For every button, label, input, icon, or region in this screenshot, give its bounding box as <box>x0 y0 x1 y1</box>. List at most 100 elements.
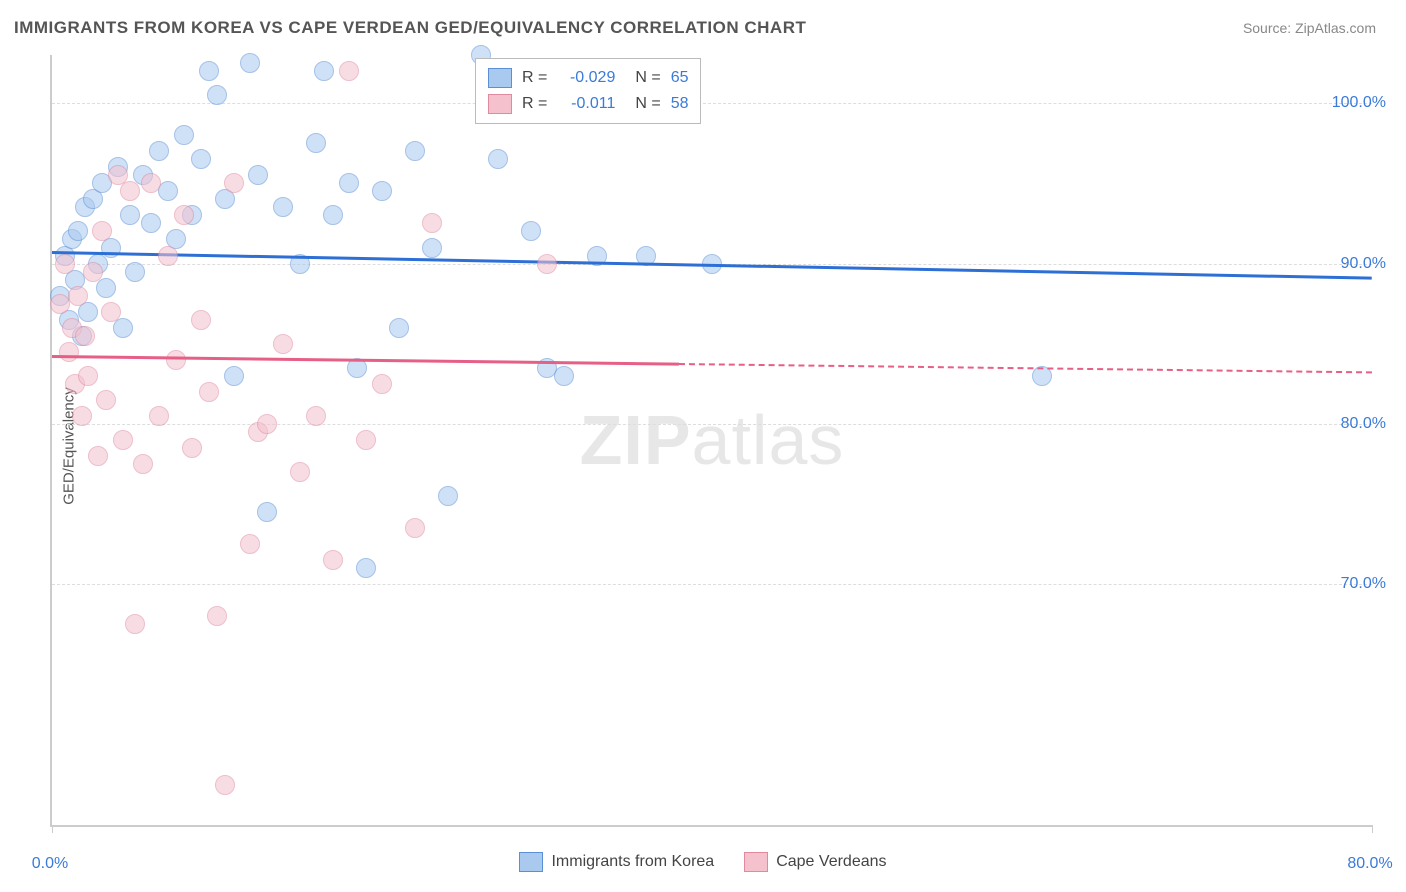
data-point <box>141 213 161 233</box>
data-point <box>96 390 116 410</box>
data-point <box>120 181 140 201</box>
legend-stats: R = -0.029 N = 65 R = -0.011 N = 58 <box>475 58 701 124</box>
legend-series-label: Cape Verdeans <box>776 853 886 871</box>
legend-r-value: -0.011 <box>557 95 615 113</box>
data-point <box>59 342 79 362</box>
legend-swatch <box>744 852 768 872</box>
data-point <box>113 430 133 450</box>
watermark: ZIPatlas <box>580 400 845 480</box>
legend-swatch <box>488 94 512 114</box>
data-point <box>215 775 235 795</box>
legend-swatch <box>488 68 512 88</box>
data-point <box>149 141 169 161</box>
data-point <box>339 173 359 193</box>
data-point <box>78 366 98 386</box>
data-point <box>199 61 219 81</box>
data-point <box>240 53 260 73</box>
y-tick-label: 70.0% <box>1341 575 1386 593</box>
data-point <box>554 366 574 386</box>
data-point <box>113 318 133 338</box>
legend-swatch <box>519 852 543 872</box>
data-point <box>405 518 425 538</box>
data-point <box>83 262 103 282</box>
data-point <box>207 85 227 105</box>
data-point <box>166 350 186 370</box>
gridline <box>52 103 1372 104</box>
data-point <box>314 61 334 81</box>
data-point <box>191 149 211 169</box>
data-point <box>207 606 227 626</box>
data-point <box>125 262 145 282</box>
x-tick-label: 0.0% <box>32 855 68 873</box>
legend-n-label: N = <box>635 95 660 113</box>
chart-title: IMMIGRANTS FROM KOREA VS CAPE VERDEAN GE… <box>14 18 806 38</box>
data-point <box>372 374 392 394</box>
data-point <box>488 149 508 169</box>
data-point <box>55 254 75 274</box>
x-tick-mark <box>52 825 53 833</box>
legend-series-item: Immigrants from Korea <box>519 852 714 872</box>
watermark-bold: ZIP <box>580 401 692 479</box>
data-point <box>75 326 95 346</box>
y-tick-label: 100.0% <box>1332 94 1386 112</box>
watermark-light: atlas <box>692 401 845 479</box>
data-point <box>257 502 277 522</box>
legend-stats-row: R = -0.011 N = 58 <box>488 91 688 117</box>
data-point <box>68 221 88 241</box>
x-tick-label: 80.0% <box>1347 855 1392 873</box>
data-point <box>101 302 121 322</box>
data-point <box>88 446 108 466</box>
data-point <box>257 414 277 434</box>
legend-n-value: 58 <box>671 95 689 113</box>
data-point <box>224 173 244 193</box>
legend-r-value: -0.029 <box>557 69 615 87</box>
data-point <box>68 286 88 306</box>
data-point <box>339 61 359 81</box>
data-point <box>273 334 293 354</box>
data-point <box>199 382 219 402</box>
data-point <box>191 310 211 330</box>
data-point <box>120 205 140 225</box>
data-point <box>273 197 293 217</box>
data-point <box>389 318 409 338</box>
data-point <box>372 181 392 201</box>
data-point <box>248 165 268 185</box>
data-point <box>323 205 343 225</box>
data-point <box>356 430 376 450</box>
data-point <box>537 254 557 274</box>
data-point <box>422 213 442 233</box>
legend-n-label: N = <box>635 69 660 87</box>
y-tick-label: 90.0% <box>1341 255 1386 273</box>
data-point <box>96 278 116 298</box>
data-point <box>438 486 458 506</box>
data-point <box>158 246 178 266</box>
data-point <box>290 462 310 482</box>
legend-n-value: 65 <box>671 69 689 87</box>
data-point <box>50 294 70 314</box>
data-point <box>224 366 244 386</box>
data-point <box>306 406 326 426</box>
data-point <box>174 205 194 225</box>
data-point <box>92 221 112 241</box>
data-point <box>422 238 442 258</box>
data-point <box>174 125 194 145</box>
data-point <box>125 614 145 634</box>
data-point <box>240 534 260 554</box>
gridline <box>52 584 1372 585</box>
legend-stats-row: R = -0.029 N = 65 <box>488 65 688 91</box>
data-point <box>182 438 202 458</box>
legend-series-label: Immigrants from Korea <box>551 853 714 871</box>
data-point <box>306 133 326 153</box>
data-point <box>356 558 376 578</box>
data-point <box>133 454 153 474</box>
legend-series-item: Cape Verdeans <box>744 852 886 872</box>
legend-r-label: R = <box>522 69 547 87</box>
data-point <box>72 406 92 426</box>
plot-area: ZIPatlas <box>50 55 1372 827</box>
y-tick-label: 80.0% <box>1341 415 1386 433</box>
legend-r-label: R = <box>522 95 547 113</box>
data-point <box>141 173 161 193</box>
x-tick-mark <box>1372 825 1373 833</box>
data-point <box>521 221 541 241</box>
data-point <box>323 550 343 570</box>
